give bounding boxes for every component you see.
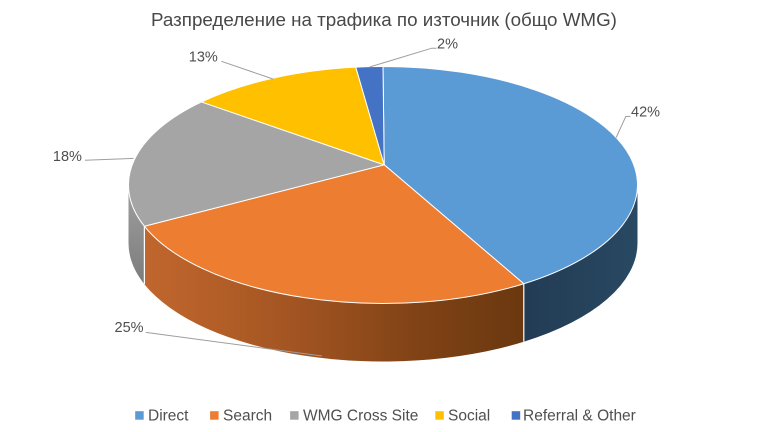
svg-text:Search: Search (223, 408, 272, 425)
svg-text:WMG Cross Site: WMG Cross Site (303, 408, 418, 425)
svg-text:2%: 2% (437, 36, 458, 52)
svg-text:Direct: Direct (148, 408, 189, 425)
svg-text:Referral & Other: Referral & Other (523, 408, 636, 425)
svg-text:42%: 42% (631, 104, 660, 120)
svg-text:18%: 18% (53, 149, 82, 165)
svg-text:Social: Social (448, 408, 490, 425)
svg-text:25%: 25% (115, 320, 144, 336)
svg-text:13%: 13% (189, 49, 218, 65)
svg-text:Разпределение на трафика по из: Разпределение на трафика по източник (об… (151, 9, 617, 30)
